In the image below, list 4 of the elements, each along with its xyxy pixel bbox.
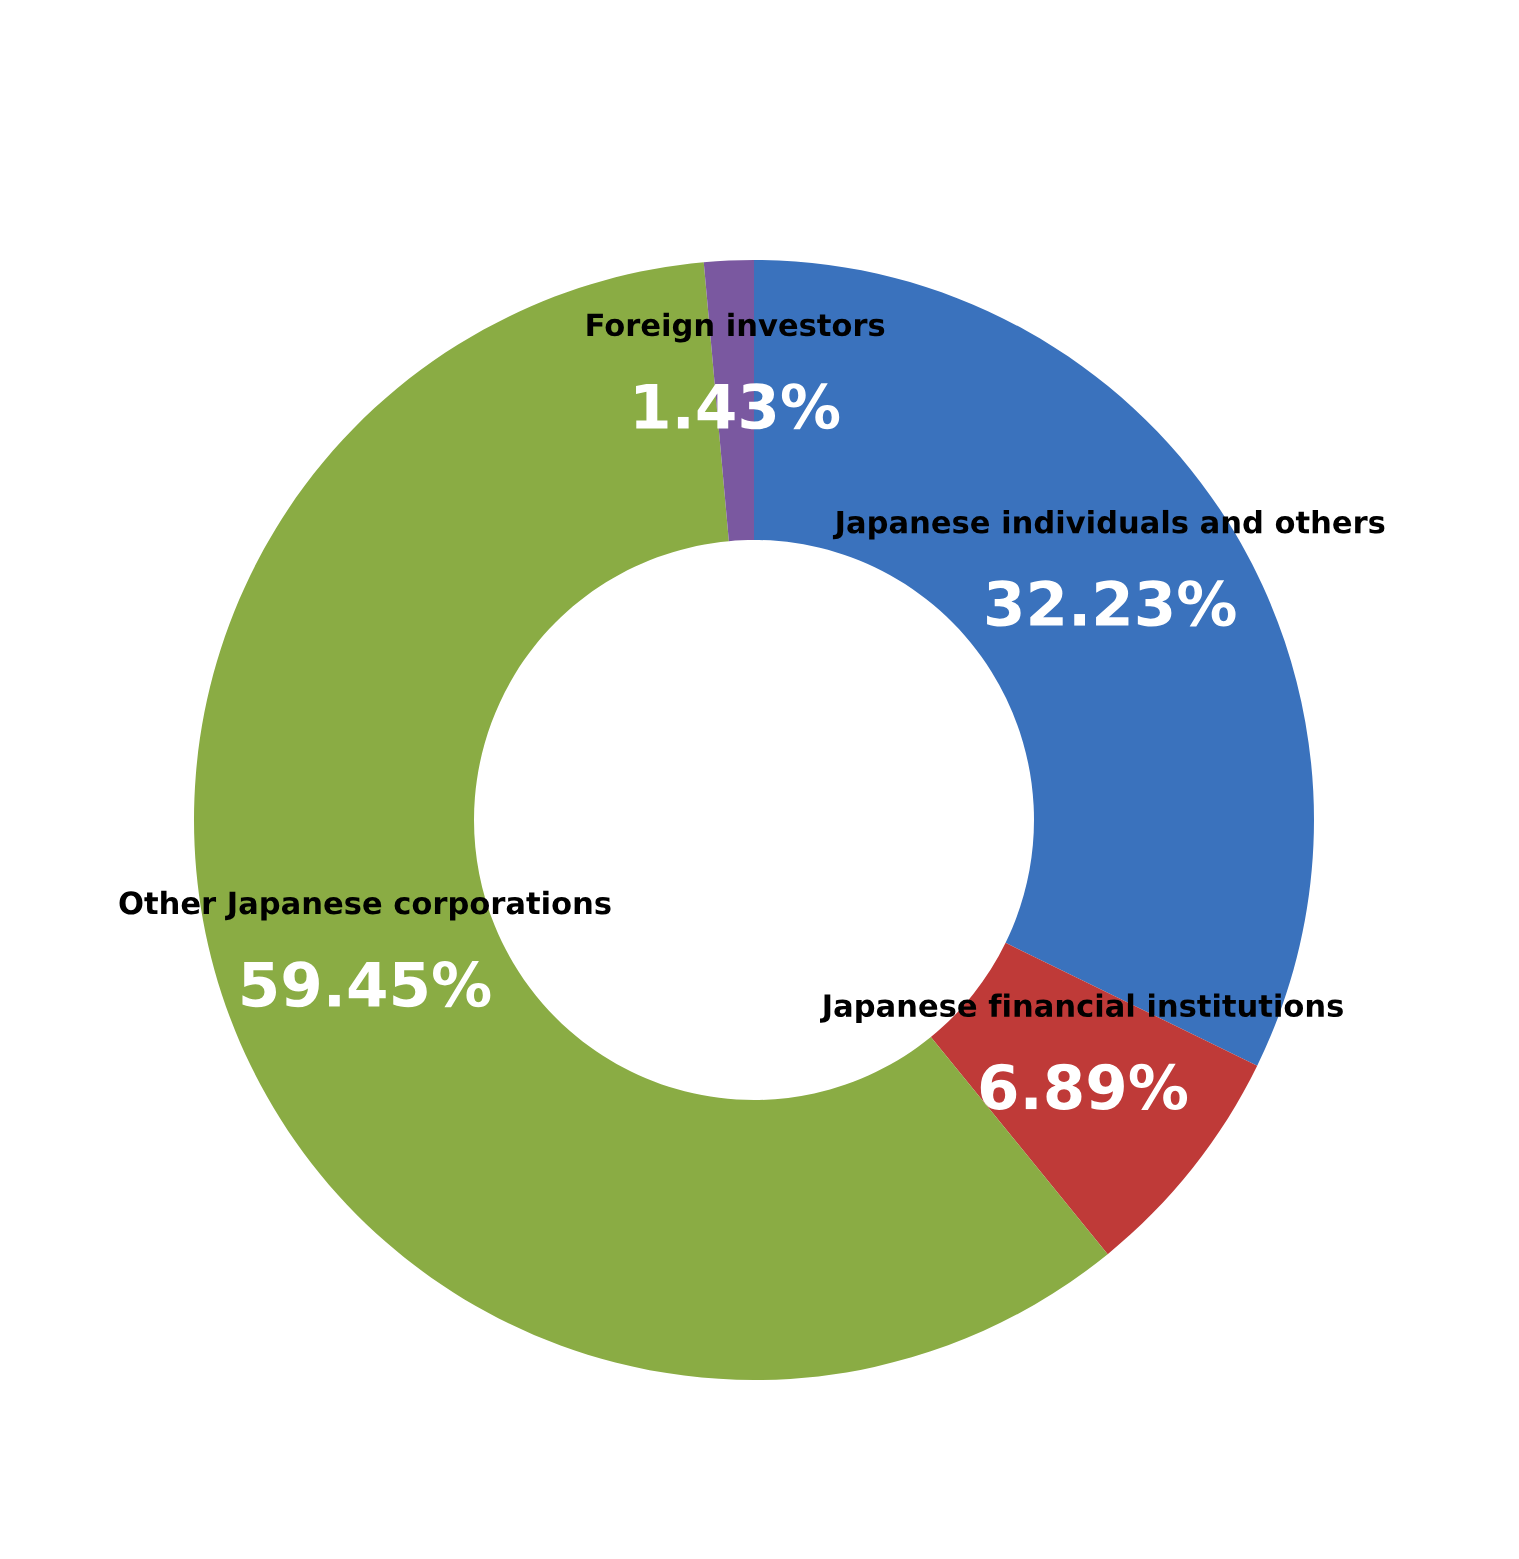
data-label: 32.23% [987,580,1236,627]
slice-label: Foreign investors [587,312,885,343]
data-label: 6.89% [980,1063,1188,1110]
data-label: 59.45% [242,961,491,1008]
